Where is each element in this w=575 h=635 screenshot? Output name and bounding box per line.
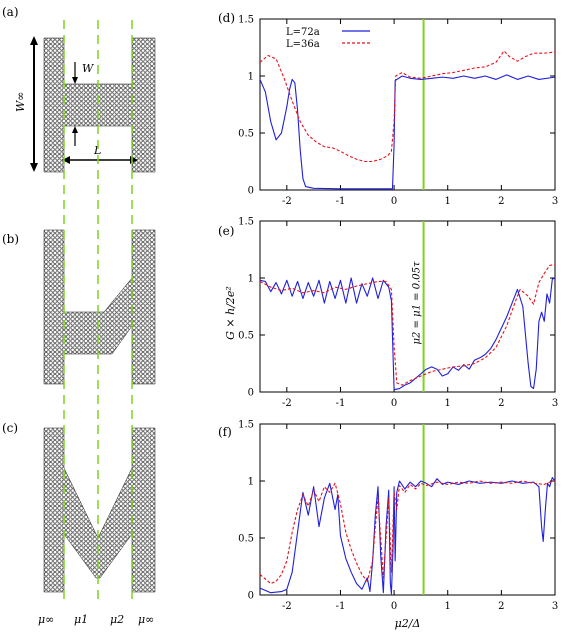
- panel-label-c: (c): [2, 421, 18, 435]
- series-line-l36a: [259, 480, 556, 585]
- w-inf-label: W∞: [14, 92, 27, 112]
- panel-label-e: (e): [218, 224, 234, 238]
- x-tick-label: -2: [282, 398, 292, 409]
- chart-e: (e) -2 -1 0 1 2 3 0 0.5 1 1.5 G × h/2e² μ2 = μ1 = 0…: [218, 217, 558, 410]
- x-tick-label: 0: [391, 196, 397, 207]
- x-tick-label: 3: [552, 196, 558, 207]
- y-tick-label: 0: [248, 388, 254, 399]
- x-tick-label: 1: [445, 196, 451, 207]
- x-tick-label: -1: [336, 196, 346, 207]
- x-tick-label: 0: [391, 601, 397, 612]
- series-line-l72a: [259, 477, 556, 595]
- panel-label-f: (f): [218, 425, 232, 439]
- chart-f: (f) -2 -1 0 1 2 3 0 0.5 1 1.5 μ2/Δ: [218, 420, 558, 631]
- x-tick-label: 3: [552, 398, 558, 409]
- y-tick-label: 0: [248, 591, 254, 602]
- region-label-mu1: μ1: [74, 613, 88, 626]
- x-tick-label: 0: [391, 398, 397, 409]
- x-tick-label: -1: [336, 398, 346, 409]
- y-tick-label: 0: [248, 186, 254, 197]
- y-tick-label: 1: [248, 274, 254, 285]
- plot-frame: [259, 220, 556, 393]
- panel-label-d: (d): [218, 11, 235, 25]
- region-label-mu-inf-right: μ∞: [138, 613, 154, 626]
- x-tick-label: -1: [336, 601, 346, 612]
- schematic-a: (a) W∞ W L: [2, 5, 156, 173]
- panel-label-a: (a): [2, 5, 19, 19]
- y-tick-label: 1: [248, 72, 254, 83]
- y-tick-label: 1: [248, 477, 254, 488]
- lead-lines: [63, 20, 133, 605]
- lattice-h-skewed-shape: [43, 229, 156, 385]
- region-label-mu2: μ2: [110, 613, 124, 626]
- panel-label-b: (b): [2, 232, 19, 246]
- series-line-l72a: [259, 277, 556, 391]
- x-tick-label: 2: [498, 196, 504, 207]
- y-tick-label: 1.5: [238, 15, 254, 26]
- marker-annotation: μ2 = μ1 = 0.05τ: [412, 261, 423, 344]
- y-axis-label: G × h/2e²: [224, 286, 237, 340]
- region-label-mu-inf-left: μ∞: [38, 613, 54, 626]
- y-tick-label: 0.5: [238, 129, 254, 140]
- x-tick-label: 2: [498, 601, 504, 612]
- series-line-l36a: [259, 50, 556, 163]
- plot-frame: [259, 18, 556, 191]
- w-label: W: [82, 62, 95, 75]
- x-tick-label: 1: [445, 398, 451, 409]
- region-labels: μ∞ μ1 μ2 μ∞: [38, 613, 154, 626]
- x-tick-label: 3: [552, 601, 558, 612]
- y-tick-label: 1.5: [238, 217, 254, 228]
- legend-label: L=72a: [286, 27, 320, 38]
- legend-label: L=36a: [286, 39, 320, 50]
- l-label: L: [93, 144, 101, 157]
- y-tick-label: 0.5: [238, 534, 254, 545]
- y-tick-label: 0.5: [238, 331, 254, 342]
- lattice-v-shape: [43, 427, 156, 593]
- x-tick-label: -2: [282, 196, 292, 207]
- series-line-l36a: [259, 263, 556, 386]
- plot-frame: [259, 423, 556, 596]
- x-tick-label: 1: [445, 601, 451, 612]
- x-tick-label: -2: [282, 601, 292, 612]
- x-tick-label: 2: [498, 398, 504, 409]
- series-line-l72a: [259, 74, 556, 190]
- y-tick-label: 1.5: [238, 420, 254, 431]
- x-axis-label: μ2/Δ: [395, 617, 421, 630]
